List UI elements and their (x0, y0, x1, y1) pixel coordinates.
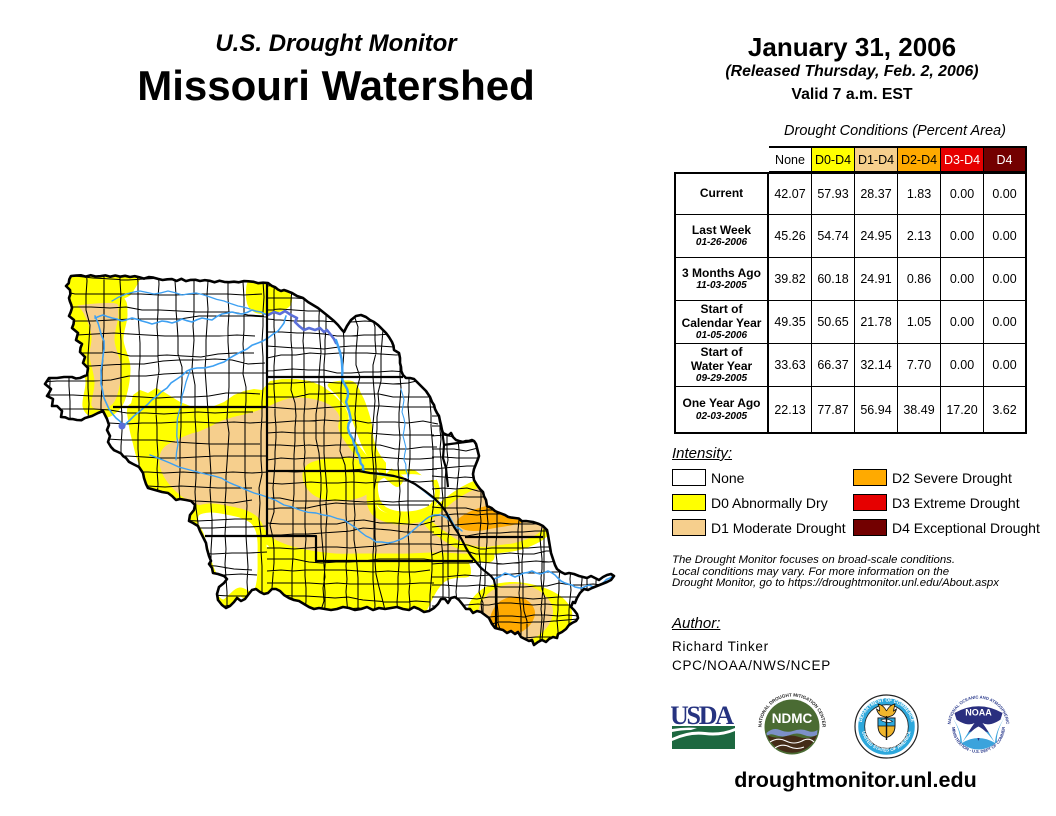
svg-text:NOAA: NOAA (965, 708, 992, 718)
svg-text:NDMC: NDMC (772, 711, 813, 726)
svg-text:USDA: USDA (671, 702, 734, 730)
